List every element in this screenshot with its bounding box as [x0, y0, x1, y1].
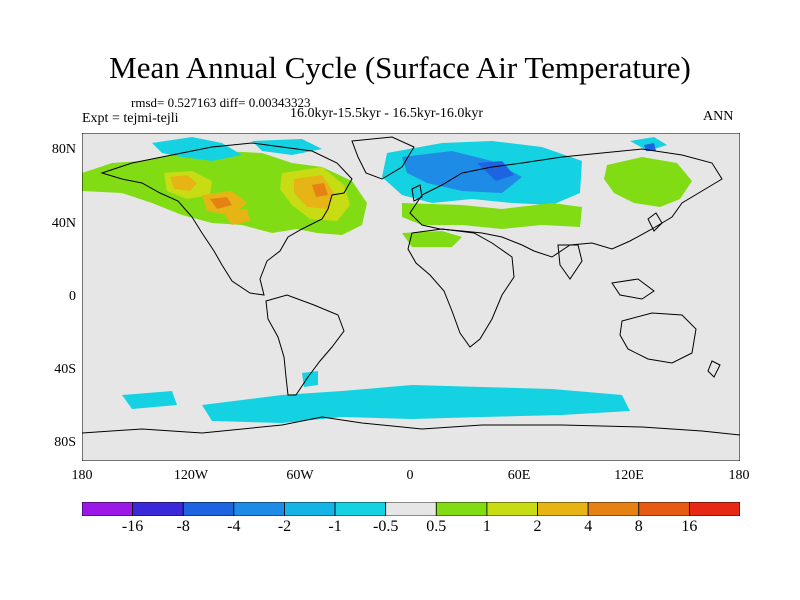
lat-tick-80n: 80N: [51, 142, 76, 157]
period-label: 16.0kyr-15.5kyr - 16.5kyr-16.0kyr: [290, 106, 484, 121]
colorbar-box: [233, 502, 285, 516]
colorbar-box: [385, 502, 437, 516]
south-america-outline: [265, 294, 345, 396]
lon-tick-180e: 180: [728, 468, 750, 483]
colorbar-label: -1: [328, 518, 342, 535]
colorbar-box: [435, 502, 488, 516]
eurasia-darkblue-patch: [477, 161, 514, 181]
colorbar-label: 4: [584, 518, 593, 535]
colorbar-label: -4: [227, 518, 241, 535]
lon-tick-180w: 180: [71, 468, 93, 483]
new-zealand-outline: [707, 360, 721, 378]
colorbar-label: 0.5: [426, 518, 447, 535]
lat-tick-40n: 40N: [51, 216, 76, 231]
world-map: [82, 133, 740, 461]
na-deep-orange-mid: [210, 197, 232, 209]
south-pacific-cyan: [122, 391, 177, 409]
uk-outline: [411, 184, 423, 202]
europe-asia-green: [402, 203, 582, 229]
colorbar-label: -2: [277, 518, 292, 535]
greenland-outline: [351, 136, 415, 180]
eurasia-outline: [409, 148, 723, 258]
coastlines: [82, 136, 740, 436]
na-deep-orange-east: [312, 183, 328, 197]
colorbar: [82, 502, 740, 516]
africa-outline: [407, 228, 515, 348]
colorbar-label: -16: [121, 518, 144, 535]
colorbar-box: [132, 502, 184, 516]
colorbar-box: [334, 502, 387, 516]
east-siberia-blue: [644, 143, 656, 151]
colorbar-label: 2: [533, 518, 542, 535]
cold-anomaly-regions: [122, 137, 630, 423]
lat-tick-40s: 40S: [54, 362, 76, 377]
colorbar-box: [284, 502, 336, 516]
antarctica-outline: [82, 416, 740, 436]
warm-anomaly-regions: [82, 151, 367, 235]
colorbar-box: [182, 502, 235, 516]
japan-outline: [647, 212, 663, 232]
siberia-green: [604, 157, 692, 207]
indonesia-outline: [611, 278, 655, 300]
chart-title: Mean Annual Cycle (Surface Air Temperatu…: [109, 50, 691, 85]
colorbar-label: 16: [681, 518, 698, 535]
lat-tick-80s: 80S: [54, 435, 76, 450]
east-siberia-cyan: [630, 137, 667, 151]
colorbar-label: 1: [482, 518, 491, 535]
eurasia-blue-patch: [402, 151, 522, 193]
colorbar-box: [537, 502, 589, 516]
colorbar-box: [688, 502, 740, 516]
season-label: ANN: [703, 109, 734, 124]
colorbar-label: -8: [176, 518, 190, 535]
colorbar-box: [82, 502, 134, 516]
lon-tick-60w: 60W: [286, 468, 314, 483]
lon-tick-120w: 120W: [173, 468, 209, 483]
southern-ocean-cyan: [202, 385, 630, 423]
australia-outline: [619, 312, 697, 364]
colorbar-label: 8: [634, 518, 643, 535]
colorbar-box: [587, 502, 640, 516]
na-orange-patch-south: [222, 209, 250, 225]
lon-tick-60e: 60E: [507, 468, 531, 483]
india-outline: [557, 244, 583, 280]
green-regions: [402, 137, 692, 247]
experiment-label: Expt = tejmi-tejli: [82, 111, 179, 126]
colorbar-box: [638, 502, 690, 516]
lon-tick-120e: 120E: [614, 468, 644, 483]
na-orange-patch-west: [170, 175, 197, 191]
north-africa-green: [402, 231, 462, 247]
lon-tick-0: 0: [406, 468, 414, 483]
colorbar-label: -0.5: [373, 518, 399, 535]
lat-tick-0: 0: [69, 289, 76, 304]
colorbar-box: [486, 502, 538, 516]
north-america-outline: [100, 142, 353, 296]
arctic-cyan-2: [252, 139, 322, 155]
patagonia-cyan: [302, 371, 318, 387]
stats-text: rmsd= 0.527163 diff= 0.00343323: [131, 95, 311, 110]
